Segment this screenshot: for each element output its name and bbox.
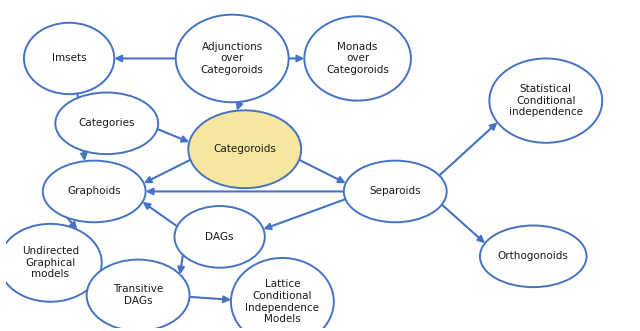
Text: Categories: Categories: [79, 118, 135, 128]
Text: Imsets: Imsets: [52, 53, 86, 64]
Text: Graphoids: Graphoids: [67, 186, 121, 197]
Text: Statistical
Conditional
independence: Statistical Conditional independence: [509, 84, 583, 117]
Ellipse shape: [188, 110, 301, 188]
Ellipse shape: [55, 92, 158, 154]
Text: Categoroids: Categoroids: [213, 144, 276, 154]
Ellipse shape: [305, 16, 411, 101]
Ellipse shape: [231, 258, 334, 331]
Ellipse shape: [175, 206, 265, 268]
Ellipse shape: [0, 224, 102, 302]
Text: Lattice
Conditional
Independence
Models: Lattice Conditional Independence Models: [245, 279, 319, 324]
Text: Separoids: Separoids: [369, 186, 421, 197]
Ellipse shape: [344, 161, 447, 222]
Text: Transitive
DAGs: Transitive DAGs: [113, 284, 163, 306]
Text: Orthogonoids: Orthogonoids: [498, 251, 569, 261]
Ellipse shape: [490, 59, 602, 143]
Ellipse shape: [24, 23, 115, 94]
Ellipse shape: [176, 15, 289, 102]
Text: DAGs: DAGs: [205, 232, 234, 242]
Ellipse shape: [43, 161, 146, 222]
Ellipse shape: [86, 260, 189, 331]
Text: Undirected
Graphical
models: Undirected Graphical models: [22, 246, 79, 279]
Text: Adjunctions
over
Categoroids: Adjunctions over Categoroids: [201, 42, 264, 75]
Ellipse shape: [480, 225, 587, 287]
Text: Monads
over
Categoroids: Monads over Categoroids: [326, 42, 389, 75]
